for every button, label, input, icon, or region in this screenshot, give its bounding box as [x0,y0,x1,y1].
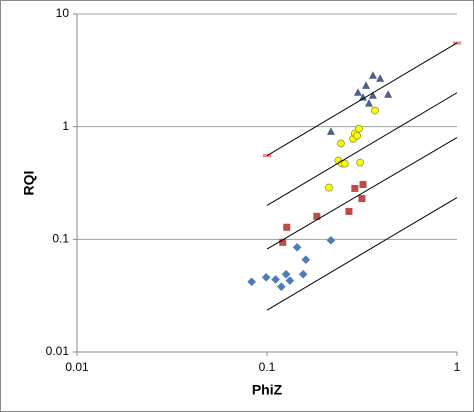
point [261,272,271,282]
point [277,282,286,292]
point [371,106,379,115]
point [362,81,371,89]
point [285,276,295,285]
point [325,183,333,192]
point [353,88,362,96]
point [326,235,336,245]
y-tick-label: 10 [56,6,70,20]
point [281,269,291,279]
point [340,159,349,168]
point [326,127,335,135]
point [356,158,364,167]
x-axis-title: PhiZ [252,382,283,398]
point [364,99,373,107]
y-tick-label: 1 [62,119,69,133]
point [301,255,311,265]
point [376,74,385,82]
point [345,207,353,215]
x-tick-label: 0.1 [259,360,276,374]
point [279,238,287,246]
point [271,275,280,284]
point [359,180,367,188]
point [313,212,321,220]
point [283,223,291,231]
point [368,71,377,79]
trend-line [266,137,458,250]
trend-line [266,42,458,157]
point [292,242,302,252]
point [384,90,393,98]
x-tick-label: 0.01 [65,360,89,374]
y-tick-label: 0.1 [52,232,69,246]
y-tick-label: 0.01 [46,344,70,358]
point [355,124,363,133]
trend-line [266,197,458,311]
point [353,131,362,140]
point [368,91,377,99]
point [358,93,367,101]
point [247,277,256,287]
trend-line [266,92,458,206]
point [358,195,366,203]
y-axis-title: RQI [21,171,37,196]
x-tick-label: 1 [454,360,461,374]
point [351,184,359,192]
point [298,269,308,279]
point [337,139,345,148]
